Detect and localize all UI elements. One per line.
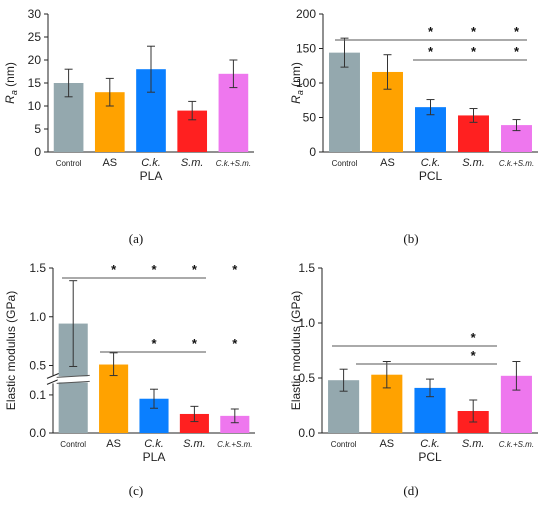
significance-star: * [151,262,157,277]
bar-4 [220,415,250,433]
y-label-symbol: R [289,95,303,104]
panel-label: (b) [403,231,418,246]
y-label-subscript: a [295,90,305,95]
significance-star: * [192,262,198,277]
x-tick-label: S.m. [183,438,206,450]
x-axis-label: PCL [418,450,442,464]
bar-0 [329,52,360,152]
x-tick-label: Control [56,159,82,168]
x-tick-label: C.k. [420,438,440,450]
y-tick-label: 0.0 [29,426,46,440]
axis-break-mark [46,378,60,385]
x-tick-label: AS [380,157,395,169]
x-tick-label: AS [102,157,117,169]
y-tick-label: 30 [28,7,42,21]
significance-star: * [151,336,157,351]
x-tick-label: Control [332,159,358,168]
bar-break-mark [56,374,90,378]
y-tick-label: 50 [303,111,317,125]
significance-star: * [232,336,238,351]
x-tick-label: C.k.+S.m. [216,159,251,168]
significance-star: * [514,44,520,59]
panel-c: 0.0 0.1 0.5 1.0 1.5 Control AS C.k. S.m. C.k.+S.m… [4,261,255,498]
significance-star: * [232,262,238,277]
y-tick-label: 20 [28,53,42,67]
y-tick-label: 150 [296,42,316,56]
y-axis-label: Ra (nm) [3,62,19,104]
y-label-unit: (nm) [289,62,303,90]
x-tick-label: C.k. [141,157,161,169]
x-tick-label: Control [60,440,86,449]
y-tick-label: 100 [296,76,316,90]
y-label-symbol: R [3,95,17,104]
significance-star: * [428,24,434,39]
y-tick-label: 0.1 [29,388,46,402]
y-tick-label: 0.5 [29,359,46,373]
y-label-unit: (nm) [3,62,17,90]
y-label-subscript: a [9,90,19,95]
axis-break-mark [46,372,60,379]
bar-break-gap [57,376,89,383]
significance-star: * [428,44,434,59]
y-tick-label: 0.5 [298,371,315,385]
x-tick-label: AS [379,438,394,450]
x-tick-label: AS [106,438,121,450]
axis-break-gap [47,375,255,384]
y-tick-label: 1.5 [298,261,315,275]
x-tick-label: S.m. [462,157,485,169]
significance-star: * [471,44,477,59]
panel-b: 0 50 100 150 200 Control AS C.k. S.m. C.k.+S.m. PC… [289,7,538,246]
y-axis-label: Elastic modulus (GPa) [289,291,303,410]
y-tick-label: 1.0 [298,316,315,330]
x-tick-label: S.m. [181,157,204,169]
x-tick-label: C.k.+S.m. [217,440,252,449]
y-tick-label: 15 [28,76,42,90]
panel-d: 0.0 0.5 1.0 1.5 Control AS C.k. S.m. C.k.+S.m. PC… [289,261,538,498]
x-tick-label: S.m. [462,438,485,450]
y-tick-label: 0.0 [298,426,315,440]
y-tick-label: 1.0 [29,310,46,324]
panel-a: 0 5 10 15 20 25 30 Control AS C.k. S.m. C.k.+S.m. PL… [3,7,254,246]
y-tick-label: 0 [34,145,41,159]
significance-star: * [192,336,198,351]
panel-label: (a) [129,231,143,246]
y-tick-label: 200 [296,7,316,21]
x-axis-label: PLA [140,169,163,183]
significance-star: * [471,348,477,363]
x-tick-label: C.k.+S.m. [499,440,534,449]
x-tick-label: C.k.+S.m. [499,159,534,168]
x-axis-label: PCL [419,169,443,183]
significance-star: * [471,330,477,345]
y-tick-label: 5 [34,122,41,136]
significance-star: * [111,262,117,277]
significance-star: * [471,24,477,39]
significance-star: * [514,24,520,39]
y-tick-label: 1.5 [29,261,46,275]
y-tick-label: 25 [28,30,42,44]
y-axis-label: Ra (nm) [289,62,305,104]
x-axis-label: PLA [143,450,166,464]
y-axis-label: Elastic modulus (GPa) [4,291,18,410]
panel-label: (d) [403,483,418,498]
bar-break-mark [56,380,90,384]
x-tick-label: C.k. [144,438,164,450]
bar-3 [179,413,209,433]
y-tick-label: 10 [28,99,42,113]
x-tick-label: C.k. [421,157,441,169]
y-tick-label: 0 [309,145,316,159]
panel-label: (c) [129,483,143,498]
x-tick-label: Control [331,440,357,449]
